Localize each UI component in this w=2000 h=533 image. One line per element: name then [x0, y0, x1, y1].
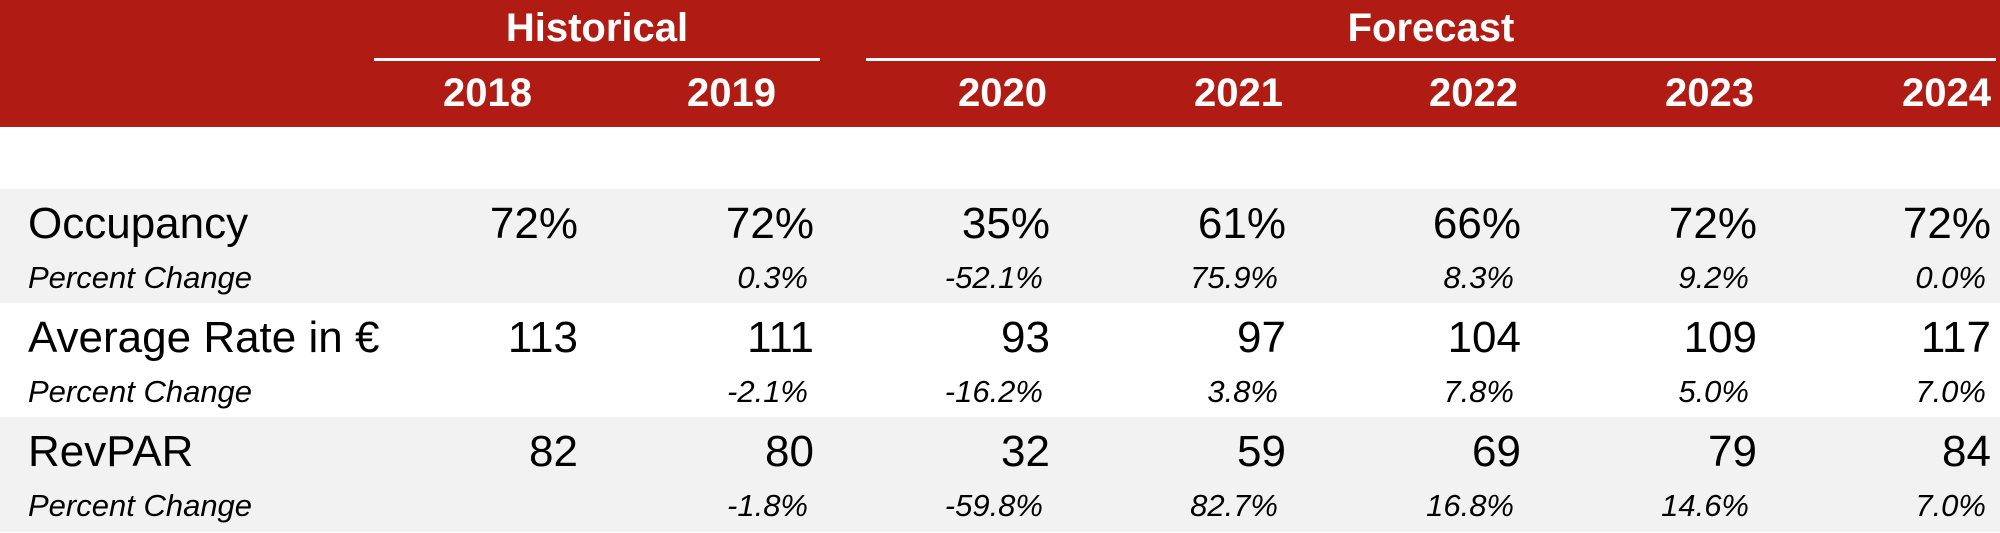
value-2019: 80 [765, 427, 814, 476]
change-2023: 9.2% [1678, 260, 1749, 295]
change-2024: 7.0% [1915, 374, 1986, 409]
historical-group-rule [374, 58, 820, 61]
forecast-group-rule [866, 58, 1996, 61]
value-2018: 113 [507, 313, 578, 362]
change-2022: 8.3% [1443, 260, 1514, 295]
change-2023: 5.0% [1678, 374, 1749, 409]
value-2024: 84 [1942, 427, 1991, 476]
percent-change-label: Percent Change [28, 488, 253, 523]
change-2024: 7.0% [1915, 488, 1986, 523]
row-label: RevPAR [28, 427, 194, 476]
year-header-2022: 2022 [1429, 71, 1518, 115]
value-2023: 72% [1668, 199, 1757, 248]
change-2022: 7.8% [1443, 374, 1514, 409]
value-2019: 72% [725, 199, 814, 248]
table-row-average-rate: Average Rate in € Percent Change 113 111… [0, 303, 2000, 418]
value-2024: 72% [1902, 199, 1991, 248]
value-2021: 97 [1237, 313, 1286, 362]
table-row-revpar: RevPAR Percent Change 82 80 32 59 69 79 … [0, 417, 2000, 532]
change-2019: -1.8% [727, 488, 808, 523]
change-2020: -59.8% [944, 488, 1043, 523]
row-label: Average Rate in € [28, 313, 380, 362]
row-label: Occupancy [28, 199, 249, 248]
change-2020: -52.1% [944, 260, 1043, 295]
value-2024: 117 [1920, 313, 1991, 362]
value-2019: 111 [747, 313, 814, 362]
value-2018: 82 [529, 427, 578, 476]
value-2020: 32 [1001, 427, 1050, 476]
change-2020: -16.2% [944, 374, 1043, 409]
value-2021: 61% [1197, 199, 1286, 248]
value-2018: 72% [489, 199, 578, 248]
value-2023: 109 [1683, 313, 1757, 362]
change-2021: 75.9% [1190, 260, 1278, 295]
change-2021: 82.7% [1190, 488, 1278, 523]
year-header-2024: 2024 [1902, 71, 1991, 115]
year-header-2023: 2023 [1665, 71, 1754, 115]
percent-change-label: Percent Change [28, 260, 253, 295]
forecast-group-label: Forecast [1347, 6, 1515, 50]
change-2018 [378, 371, 578, 413]
value-2022: 66% [1432, 199, 1521, 248]
value-2020: 93 [1001, 313, 1050, 362]
year-header-2021: 2021 [1194, 71, 1283, 115]
value-2022: 104 [1447, 313, 1521, 362]
historical-group-label: Historical [505, 6, 689, 50]
value-2022: 69 [1472, 427, 1521, 476]
change-2018 [378, 257, 578, 299]
change-2019: -2.1% [727, 374, 808, 409]
year-header-2019: 2019 [687, 71, 776, 115]
change-2019: 0.3% [737, 260, 808, 295]
change-2018 [378, 485, 578, 527]
change-2022: 16.8% [1426, 488, 1514, 523]
change-2024: 0.0% [1915, 260, 1986, 295]
value-2021: 59 [1237, 427, 1286, 476]
value-2020: 35% [961, 199, 1050, 248]
year-header-2020: 2020 [958, 71, 1047, 115]
value-2023: 79 [1708, 427, 1757, 476]
year-header-2018: 2018 [443, 71, 532, 115]
table-header: Historical Forecast 2018 2019 2020 2021 … [0, 0, 2000, 127]
percent-change-label: Percent Change [28, 374, 253, 409]
change-2023: 14.6% [1661, 488, 1749, 523]
table-row-occupancy: Occupancy Percent Change 72% 72% 35% 61%… [0, 189, 2000, 304]
change-2021: 3.8% [1207, 374, 1278, 409]
